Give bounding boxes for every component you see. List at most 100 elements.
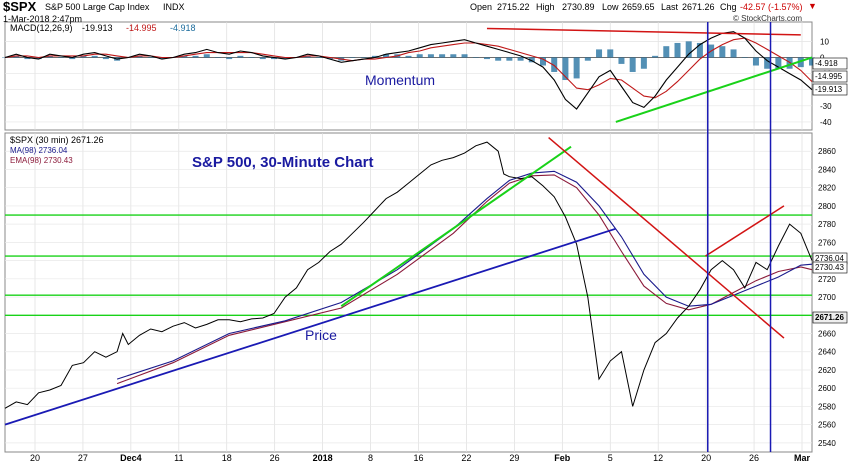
macd-histogram-bar [271,57,277,60]
macd-histogram-bar [495,57,502,61]
macd-histogram-bar [652,55,659,58]
macd-histogram-bar [69,57,76,60]
macd-histogram-bar [259,57,266,60]
price-value-label: 2671.26 [815,313,844,322]
macd-histogram-bar [696,42,703,58]
x-tick-label: 18 [222,453,232,463]
x-tick-label: 26 [749,453,759,463]
x-tick-label: 2018 [313,453,333,463]
x-tick-label: 22 [461,453,471,463]
macd-histogram-bar [46,55,53,58]
chg-value: -42.57 (-1.57%) [740,2,803,12]
macd-histogram-bar [360,57,367,58]
macd-histogram-bar [214,57,221,58]
macd-value-tag [812,57,848,70]
macd-histogram-bar [136,55,143,58]
macd-histogram-bar [102,57,109,60]
price-y-tick-label: 2540 [818,439,836,448]
price-y-tick-label: 2700 [818,293,836,302]
macd-legend-hist: -4.918 [170,23,196,33]
index-name: S&P 500 Large Cap Index [45,2,150,12]
x-tick-label: 12 [653,453,663,463]
price-y-tick-label: 2860 [818,147,836,156]
exchange: INDX [163,2,185,12]
macd-histogram-bar [483,57,490,60]
price-y-tick-label: 2620 [818,366,836,375]
x-tick-label: Mar [794,453,811,463]
macd-red-trendline [486,27,801,36]
macd-histogram-bar [528,57,535,63]
macd-histogram-bar [461,54,468,58]
price-chart-title: S&P 500, 30-Minute Chart [192,154,373,171]
price-y-tick-label: 2820 [818,184,836,193]
macd-histogram-bar [304,55,311,58]
price-value-tag [812,311,848,324]
macd-histogram-bar [383,54,390,58]
macd-histogram-bar [226,57,233,60]
macd-legend-name: MACD(12,26,9) [10,23,73,33]
macd-value-label: -19.913 [815,85,843,94]
price-y-tick-label: 2640 [818,348,836,357]
macd-histogram-bar [282,57,289,60]
high-label: High [536,2,555,12]
macd-histogram-bar [764,57,771,69]
macd-value-tag [812,70,848,83]
macd-histogram-bar [91,55,98,58]
low-label: Low [602,2,619,12]
macd-histogram-bar [315,57,322,58]
price-y-tick-label: 2760 [818,238,836,247]
price-line [4,141,813,409]
momentum-annotation: Momentum [365,72,435,88]
chg-label: Chg [720,2,737,12]
macd-histogram-bar [663,46,670,58]
price-green-trendline [340,145,572,307]
macd-line [4,31,813,110]
macd-histogram-bar [640,57,647,69]
macd-histogram-bar [248,57,255,58]
chart-date: 1-Mar-2018 2:47pm [3,14,83,24]
macd-value-label: -4.918 [815,59,838,68]
x-tick-label: 11 [174,453,183,463]
x-tick-label: 26 [270,453,280,463]
macd-value-label: -14.995 [815,72,843,81]
price-annotation: Price [305,327,337,343]
macd-histogram-bar [13,55,20,58]
ema-line [116,174,813,385]
macd-value-tag [812,83,848,96]
price-value-label: 2730.43 [815,263,844,272]
macd-histogram-bar [506,57,513,61]
x-tick-label: 20 [30,453,40,463]
macd-histogram-bar [809,57,815,66]
macd-histogram-bar [35,57,42,60]
macd-histogram-bar [562,57,569,81]
macd-histogram-bar [618,57,625,64]
x-tick-label: Feb [554,453,571,463]
macd-histogram-bar [540,57,546,66]
ma-legend: MA(98) 2736.04 [10,146,68,155]
x-tick-label: 16 [413,453,423,463]
macd-histogram-bar [405,55,412,58]
x-tick-label: 20 [701,453,711,463]
price-red-trendline-down [548,136,785,339]
macd-legend-macd: -19.913 [82,23,113,33]
symbol: $SPX [3,0,37,14]
x-tick-label: 27 [78,453,88,463]
macd-histogram-bar [752,57,759,66]
macd-histogram-bar [797,57,804,68]
price-y-tick-label: 2580 [818,402,836,411]
price-y-tick-label: 2660 [818,330,836,339]
macd-histogram-bar [517,57,524,61]
macd-histogram-bar [596,49,603,58]
macd-histogram-bar [327,57,334,60]
macd-histogram-bar [181,55,188,58]
macd-histogram-bar [237,55,244,58]
price-y-tick-label: 2560 [818,421,836,430]
last-value: 2671.26 [682,2,715,12]
macd-histogram-bar [629,57,636,72]
macd-histogram-bar [730,49,737,58]
macd-green-trendline [615,56,813,123]
price-y-tick-label: 2800 [818,202,836,211]
high-value: 2730.89 [562,2,595,12]
macd-histogram-bar [472,57,479,58]
